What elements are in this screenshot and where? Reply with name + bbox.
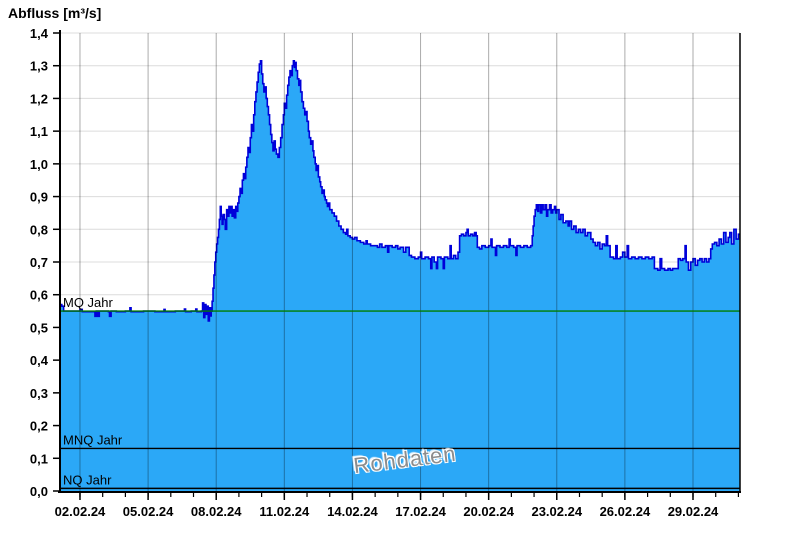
y-tick-label: 0,1 <box>30 451 48 466</box>
reference-line-label: NQ Jahr <box>63 472 112 487</box>
y-tick-label: 0,4 <box>30 353 49 368</box>
y-tick-label: 0,3 <box>30 386 48 401</box>
y-tick-label: 1,0 <box>30 157 48 172</box>
x-tick-label: 05.02.24 <box>123 504 174 519</box>
y-tick-label: 0,5 <box>30 320 48 335</box>
discharge-area-fill <box>60 60 740 492</box>
y-tick-label: 1,2 <box>30 91 48 106</box>
reference-line-label: MQ Jahr <box>63 295 114 310</box>
x-tick-label: 17.02.24 <box>395 504 446 519</box>
reference-line-label: MNQ Jahr <box>63 432 123 447</box>
x-tick-label: 11.02.24 <box>259 504 310 519</box>
chart-title: Abfluss [m³/s] <box>8 5 102 21</box>
y-tick-label: 1,3 <box>30 59 48 74</box>
x-tick-label: 08.02.24 <box>191 504 242 519</box>
y-tick-label: 1,1 <box>30 124 48 139</box>
x-tick-label: 29.02.24 <box>668 504 719 519</box>
x-tick-label: 14.02.24 <box>327 504 378 519</box>
y-tick-label: 1,4 <box>30 26 49 41</box>
x-tick-label: 20.02.24 <box>463 504 514 519</box>
x-tick-label: 23.02.24 <box>531 504 582 519</box>
x-tick-label: 02.02.24 <box>55 504 106 519</box>
y-tick-label: 0,7 <box>30 255 48 270</box>
x-tick-label: 26.02.24 <box>600 504 651 519</box>
y-tick-label: 0,8 <box>30 222 48 237</box>
y-tick-label: 0,0 <box>30 484 48 499</box>
y-tick-label: 0,6 <box>30 288 48 303</box>
y-tick-label: 0,9 <box>30 190 48 205</box>
y-tick-label: 0,2 <box>30 419 48 434</box>
discharge-line <box>60 60 740 322</box>
